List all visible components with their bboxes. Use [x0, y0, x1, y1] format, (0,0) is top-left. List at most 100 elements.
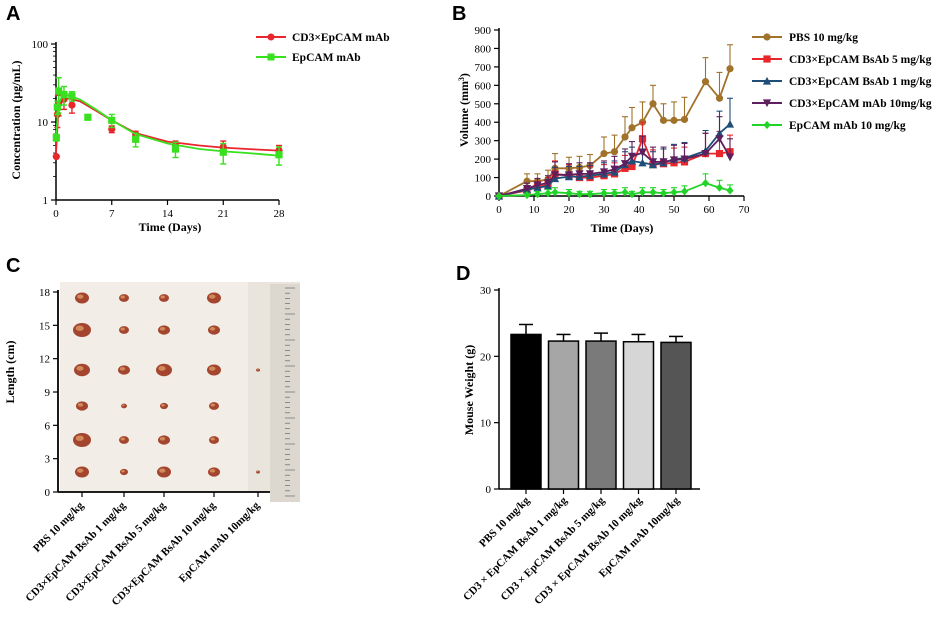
tumor-highlight — [158, 366, 166, 371]
panel-a-label: A — [6, 3, 20, 25]
panel-b-point-cd3-epcam-mab-10mg-kg — [725, 153, 735, 162]
panel-d-y-tick-label: 20 — [480, 351, 492, 363]
panel-b-point-epcam-mab-10-mg-kg — [715, 183, 724, 192]
panel-a-x-tick-label: 28 — [274, 208, 286, 220]
panel-b-y-axis-label-end: ) — [457, 73, 471, 77]
panel-b-point-cd3-epcam-mab-10mg-kg — [715, 135, 724, 143]
legend-label-cd3-epcam-bsab-1-mg-kg: CD3×EpCAM BsAb 1 mg/kg — [789, 76, 932, 88]
panel-a-point-epcam-mab — [60, 90, 68, 99]
legend-label-epcam-mab-10-mg-kg: EpCAM mAb 10 mg/kg — [789, 120, 906, 132]
tumor-highlight — [256, 369, 259, 371]
panel-d-y-axis-label: Mouse Weight (g) — [462, 345, 476, 435]
tumor-highlight — [77, 294, 84, 299]
panel-b-point-cd3-epcam-mab-10mg-kg — [533, 181, 542, 190]
panel-b-y-tick-label: 700 — [475, 62, 492, 74]
panel-b-point-pbs-10-mg-kg — [610, 148, 619, 156]
tumor-highlight — [160, 295, 165, 299]
tumor-highlight — [76, 366, 84, 371]
panel-b-y-tick-label: 800 — [475, 43, 492, 55]
tumor-highlight — [209, 366, 216, 371]
panel-b-point-epcam-mab-10-mg-kg — [726, 186, 734, 195]
tumor-highlight — [256, 471, 259, 473]
panel-b-point-cd3-epcam-bsab-5-mg-kg — [621, 164, 629, 172]
panel-b-point-cd3-epcam-mab-10mg-kg — [599, 168, 609, 177]
panel-c-y-tick-label: 12 — [39, 354, 50, 366]
panel-b-point-pbs-10-mg-kg — [628, 124, 636, 132]
legend-label-pbs-10-mg-kg: PBS 10 mg/kg — [789, 32, 858, 44]
panel-a-y-tick-label: 1 — [43, 195, 49, 207]
panel-b-point-cd3-epcam-bsab-1-mg-kg — [638, 158, 647, 167]
legend-marker-cd3-epcam-mab — [267, 33, 275, 41]
tumor-highlight — [75, 435, 84, 441]
panel-b-x-tick-label: 60 — [704, 204, 716, 216]
panel-b-axes: 0 100 200 300 400 500 600 700 800 900 0 10 20 30 40 50 6… — [475, 25, 751, 216]
panel-b-point-epcam-mab-10-mg-kg — [600, 189, 608, 198]
panel-b-point-cd3-epcam-mab-10mg-kg — [638, 149, 647, 157]
panel-b-x-tick-label: 0 — [496, 204, 502, 216]
panel-b-point-epcam-mab-10-mg-kg — [586, 190, 594, 199]
panel-a-x-tick-label: 14 — [162, 208, 174, 220]
panel-d-bar-pbs-10-mg-kg — [510, 333, 542, 490]
panel-a-y-axis-label: Concentration (μg/mL) — [9, 60, 23, 179]
panel-d-y-tick-label: 10 — [480, 418, 492, 430]
panel-a-fit-line-cd3-epcam-mab — [55, 97, 280, 154]
legend-marker-cd3-epcam-bsab-5-mg-kg — [763, 55, 771, 63]
panel-b: B 0 100 200 300 400 500 600 700 800 900 0 10 20 30 40 5… — [452, 3, 932, 235]
panel-b-point-cd3-epcam-mab-10mg-kg — [669, 156, 679, 165]
legend-marker-epcam-mab — [267, 53, 275, 61]
panel-b-point-pbs-10-mg-kg — [600, 149, 608, 158]
panel-b-point-epcam-mab-10-mg-kg — [670, 188, 678, 197]
tumor-highlight — [210, 437, 215, 441]
panel-a-point-epcam-mab — [68, 92, 76, 100]
tumor-highlight — [121, 404, 125, 407]
tumor-samples — [73, 292, 260, 478]
panel-b-x-tick-label: 30 — [599, 204, 611, 216]
panel-a-point-epcam-mab — [108, 116, 116, 124]
panel-a-y-tick-label: 10 — [37, 117, 49, 129]
ruler-body — [270, 284, 300, 502]
panel-a-x-tick-label: 7 — [109, 208, 115, 220]
panel-b-point-cd3-epcam-mab-10mg-kg — [550, 171, 560, 179]
panel-b-point-pbs-10-mg-kg — [649, 100, 657, 108]
panel-b-point-cd3-epcam-mab-10mg-kg — [659, 158, 668, 166]
panel-b-y-tick-label: 200 — [475, 154, 492, 166]
panel-d-label: D — [456, 263, 470, 285]
panel-c-y-tick-label: 3 — [45, 454, 51, 466]
tumor-highlight — [159, 327, 166, 331]
panel-b-point-epcam-mab-10-mg-kg — [680, 187, 689, 196]
panel-b-point-cd3-epcam-bsab-1-mg-kg — [725, 119, 735, 128]
legend-label-cd3-epcam-mab: CD3×EpCAM mAb — [292, 32, 390, 44]
panel-b-y-tick-label: 600 — [475, 80, 492, 92]
panel-b-point-cd3-epcam-mab-10mg-kg — [585, 170, 595, 178]
tumor-highlight — [161, 404, 165, 407]
panel-b-point-pbs-10-mg-kg — [726, 65, 734, 73]
panel-a-point-epcam-mab — [171, 145, 180, 153]
panel-b-y-tick-label: 400 — [475, 117, 492, 129]
panel-b-point-cd3-epcam-mab-10mg-kg — [701, 149, 710, 158]
panel-b-x-tick-label: 10 — [529, 204, 541, 216]
panel-b-point-cd3-epcam-mab-10mg-kg — [543, 179, 553, 188]
panel-b-point-epcam-mab-10-mg-kg — [575, 190, 584, 199]
ruler-image — [270, 284, 300, 502]
panel-b-x-tick-label: 20 — [564, 204, 576, 216]
tumor-highlight — [120, 327, 125, 331]
panel-d-bar-cd3-epcam-bsab-1-mg-kg — [547, 340, 580, 490]
panel-b-point-pbs-10-mg-kg — [680, 115, 689, 124]
panel-b-y-tick-label: 0 — [486, 191, 492, 203]
panel-b-point-cd3-epcam-mab-10mg-kg — [522, 185, 532, 193]
panel-b-point-cd3-epcam-bsab-1-mg-kg — [627, 156, 637, 165]
panel-b-x-axis-label: Time (Days) — [591, 221, 654, 235]
legend-label-cd3-epcam-bsab-5-mg-kg: CD3×EpCAM BsAb 5 mg/kg — [789, 54, 932, 66]
panel-b-point-cd3-epcam-mab-10mg-kg — [575, 170, 584, 178]
panel-b-point-pbs-10-mg-kg — [715, 94, 724, 102]
panel-a-marks — [52, 76, 283, 166]
panel-b-label: B — [452, 3, 466, 25]
tumor-highlight — [209, 327, 216, 331]
panel-c-y-tick-label: 18 — [39, 287, 51, 299]
panel-a-x-tick-label: 0 — [53, 208, 59, 220]
panel-b-y-axis-label-sup: 3 — [457, 77, 466, 81]
panel-b-point-cd3-epcam-mab-10mg-kg — [564, 171, 574, 179]
panel-b-point-epcam-mab-10-mg-kg — [495, 191, 503, 201]
